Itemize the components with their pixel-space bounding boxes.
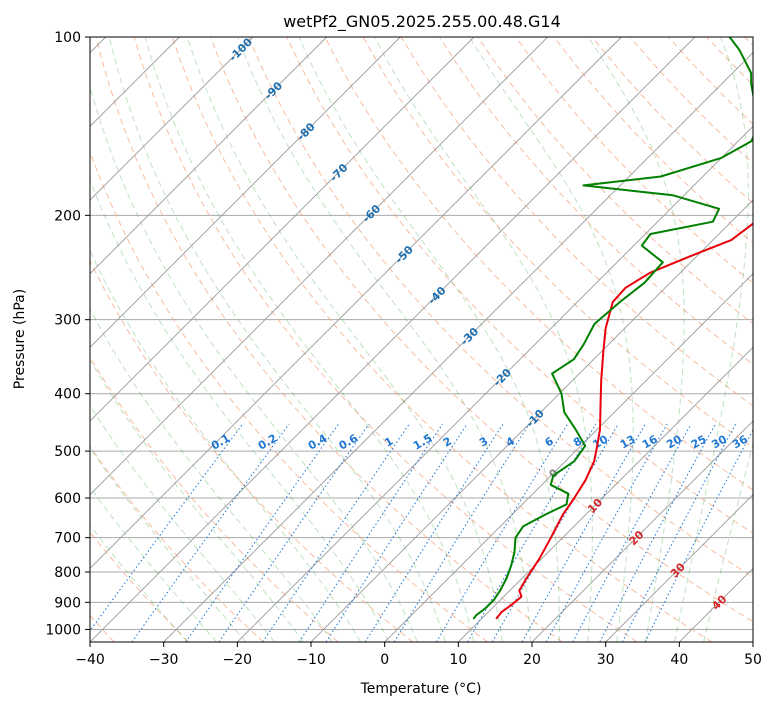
isobar-grid (90, 37, 753, 630)
mixing-ratio-line (621, 423, 737, 642)
isotherm-line (237, 125, 753, 642)
isotherm-line (163, 52, 753, 642)
moist-adiabat (186, 37, 503, 642)
dry-adiabat (90, 356, 339, 642)
mixing-ratio-line (467, 423, 597, 642)
moist-adiabat (703, 441, 753, 642)
isotherm-grid (90, 37, 753, 642)
plot-area: 0.1 0.2 0.4 0.6 1 1.5 2 3 4 6 8 10 13 16 20 25 30 36-100-… (90, 37, 753, 642)
isotherm-line (384, 273, 753, 642)
dry-adiabat (286, 37, 753, 534)
mixing-ratio-line (521, 423, 646, 642)
isotherm-line (90, 37, 696, 642)
moist-adiabat (108, 37, 446, 642)
x-tick-label: 40 (670, 652, 688, 668)
x-tick-label: −10 (296, 652, 326, 668)
mixing-ratio-line (393, 423, 530, 642)
x-tick-label: 10 (449, 652, 467, 668)
mixing-ratio-line (185, 423, 340, 642)
dry-adiabat (248, 37, 753, 578)
moist-adiabat (90, 84, 418, 642)
moist-adiabats (90, 37, 753, 642)
y-tick-label: 1000 (45, 622, 81, 638)
isotherm-line (90, 37, 401, 348)
y-tick-label: 900 (54, 595, 81, 611)
moist-adiabat (587, 37, 685, 642)
dry-adiabat (90, 259, 414, 642)
dry-adiabat (171, 37, 712, 642)
x-tick-label: 20 (523, 652, 541, 668)
isotherm-line (90, 37, 622, 569)
moist-adiabat (90, 447, 247, 642)
y-axis-label: Pressure (hPa) (12, 289, 28, 389)
y-tick-label: 200 (54, 208, 81, 224)
moist-adiabat (237, 37, 532, 642)
moist-adiabat (90, 486, 217, 642)
mixing-ratio-line (599, 423, 716, 642)
y-axis-ticks: 1000 900 800 700 600 500 400 300 200 100 (45, 30, 90, 638)
dry-adiabat (515, 37, 753, 284)
moist-adiabat (374, 37, 593, 642)
moist-adiabat (90, 404, 275, 642)
moist-adiabat (298, 37, 560, 642)
x-tick-label: −40 (75, 652, 105, 668)
y-tick-label: 700 (54, 531, 81, 547)
isotherm-line (90, 37, 327, 275)
dry-adiabat (210, 37, 753, 623)
temperature-line (495, 222, 753, 620)
x-tick-label: 0 (380, 652, 389, 668)
mixing-ratio-line (435, 423, 569, 642)
x-tick-label: 30 (597, 652, 615, 668)
moist-adiabat (90, 308, 333, 642)
y-tick-label: 500 (54, 444, 81, 460)
dry-adiabat (90, 445, 264, 642)
moist-adiabat (90, 178, 390, 642)
mixing-ratio-line (644, 428, 753, 642)
y-tick-label: 600 (54, 491, 81, 507)
mixing-ratio-line (364, 423, 504, 642)
sounding-series (472, 37, 753, 620)
dry-adiabat (95, 37, 563, 642)
isotherm-line (531, 420, 753, 642)
isotherm-line (90, 37, 475, 422)
x-tick-label: 50 (744, 652, 762, 668)
chart-title: wetPf2_GN05.2025.255.00.48.G14 (283, 12, 561, 32)
isotherm-line (90, 37, 254, 201)
mixing-ratio-line (262, 423, 410, 642)
isotherm-line (605, 494, 753, 642)
mixing-ratio-lines (90, 423, 753, 642)
dry-adiabats (90, 37, 753, 642)
mixing-ratio-line (131, 423, 290, 642)
y-tick-label: 300 (54, 313, 81, 329)
x-axis-ticks: −40 −30 −20 −10 0 10 20 30 40 50 (75, 642, 762, 668)
moist-adiabat (90, 358, 304, 642)
isotherm-line (310, 199, 753, 642)
dry-adiabat (133, 37, 638, 642)
x-tick-label: −20 (223, 652, 253, 668)
plot-frame (89, 36, 754, 643)
moist-adiabat (90, 524, 188, 642)
mixing-ratio-line (545, 423, 668, 642)
isotherm-line (90, 37, 548, 496)
y-tick-label: 800 (54, 565, 81, 581)
dry-adiabat (324, 37, 753, 491)
moist-adiabat (144, 37, 475, 642)
mixing-ratio-line (572, 423, 692, 642)
y-tick-label: 400 (54, 387, 81, 403)
moist-adiabat (90, 249, 362, 642)
dewpoint-line (472, 37, 753, 620)
mixing-ratio-line (218, 423, 370, 642)
y-tick-label: 100 (54, 30, 81, 46)
x-axis-label: Temperature (°C) (360, 681, 482, 697)
moist-adiabat (674, 37, 749, 642)
isotherm-line (458, 346, 753, 642)
moist-adiabat (469, 37, 634, 642)
x-tick-label: −30 (149, 652, 179, 668)
